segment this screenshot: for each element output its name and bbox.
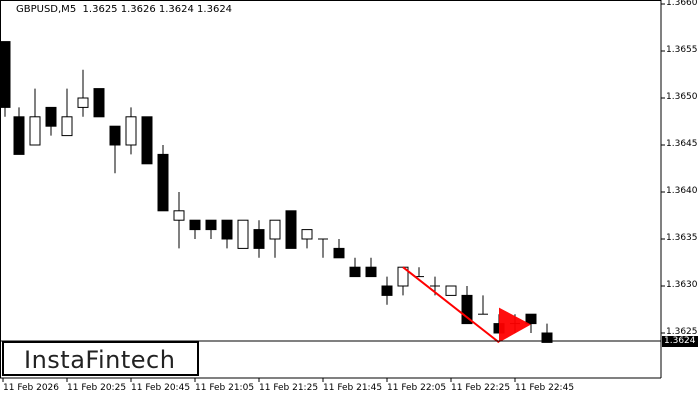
x-tick-label: 11 Feb 22:05 [387, 383, 447, 393]
pennant-pole-line [402, 266, 500, 344]
candle [61, 88, 73, 137]
candle [365, 257, 377, 278]
candle [525, 313, 537, 333]
x-tick-label: 11 Feb 20:25 [67, 383, 127, 393]
y-tick-label: 1.3655 [666, 45, 698, 55]
candle [397, 266, 409, 296]
y-tick-label: 1.3650 [666, 92, 698, 102]
x-tick-label: 11 Feb 21:05 [195, 383, 255, 393]
y-tick-label: 1.3640 [666, 186, 698, 196]
candle [173, 192, 185, 249]
candle [141, 116, 153, 165]
candle [125, 107, 137, 155]
logo-box: InstaFintech [2, 341, 199, 376]
current-price-tag: 1.3624 [662, 336, 698, 347]
candle [109, 125, 121, 174]
candle [0, 41, 11, 117]
y-tick-label: 1.3660 [666, 0, 698, 8]
chart-title: GBPUSD,M5 1.3625 1.3626 1.3624 1.3624 [16, 4, 232, 15]
candle [414, 267, 424, 278]
candle [13, 107, 25, 155]
y-tick-label: 1.3645 [666, 139, 698, 149]
candle [301, 229, 313, 249]
x-tick-label: 11 Feb 21:45 [323, 383, 383, 393]
candle [93, 88, 105, 118]
x-tick-label: 11 Feb 22:25 [451, 383, 511, 393]
candle [478, 295, 488, 315]
candle [269, 219, 281, 258]
candle [381, 276, 393, 305]
candle [77, 69, 89, 117]
y-axis-ticks [661, 3, 665, 334]
candle [237, 219, 249, 249]
candle [285, 210, 297, 249]
candle [541, 323, 553, 343]
candle [221, 219, 233, 249]
y-tick-label: 1.3630 [666, 280, 698, 290]
candle [205, 219, 217, 239]
symbol-label: GBPUSD,M5 [16, 4, 77, 15]
candle [157, 145, 169, 212]
instafintech-logo: InstaFintech [24, 346, 176, 374]
x-tick-label: 11 Feb 22:45 [515, 383, 575, 393]
x-tick-label: 11 Feb 20:45 [131, 383, 191, 393]
candle [349, 257, 361, 278]
pattern-annotation-layer [402, 266, 531, 344]
candle [189, 219, 201, 239]
candle [29, 88, 41, 146]
candle [445, 285, 457, 296]
y-tick-label: 1.3625 [666, 327, 698, 337]
x-axis-ticks [2, 378, 516, 382]
y-tick-label: 1.3635 [666, 233, 698, 243]
x-tick-label: 11 Feb 21:25 [259, 383, 319, 393]
pennant-triangle [499, 307, 531, 343]
ohlc-values: 1.3625 1.3626 1.3624 1.3624 [82, 4, 233, 15]
candle [45, 106, 57, 136]
candle [333, 239, 345, 259]
candle [318, 238, 328, 258]
x-tick-label: 11 Feb 2026 [3, 383, 60, 393]
candles-layer [0, 41, 553, 343]
candle [253, 220, 265, 258]
